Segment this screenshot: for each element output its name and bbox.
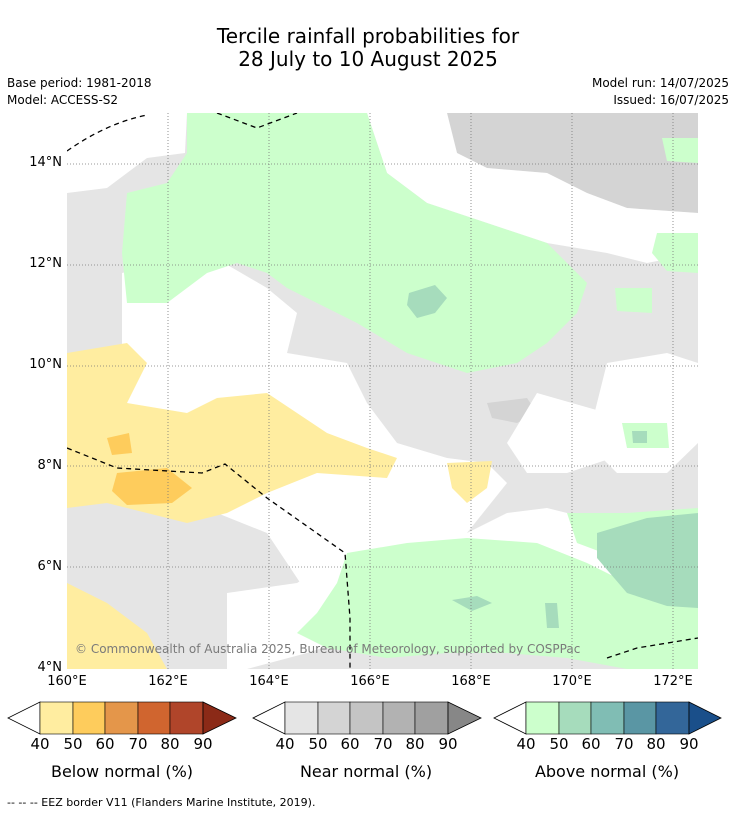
legend-below-tick-70: 70: [128, 735, 148, 753]
lon-tick-172e: 172°E: [653, 674, 693, 689]
lat-tick-6n: 6°N: [37, 559, 63, 574]
legend-near-tick-80: 80: [405, 735, 425, 753]
map-title-line1: Tercile rainfall probabilities for: [216, 24, 520, 48]
below-normal-40-sw: [67, 583, 167, 669]
white-gap-north: [367, 113, 698, 263]
map-title-line2: 28 July to 10 August 2025: [238, 47, 498, 71]
white-gap-east: [587, 353, 698, 473]
lon-tick-162e: 162°E: [148, 674, 188, 689]
legend-bars: [7, 701, 722, 735]
above-normal-50-north: [407, 285, 447, 318]
legend-above-label: Above normal (%): [534, 762, 680, 781]
legend-above-tick-40: 40: [516, 735, 536, 753]
legend-near-tick-90: 90: [438, 735, 458, 753]
lon-tick-160e: 160°E: [47, 674, 87, 689]
legend-near-label: Near normal (%): [299, 762, 433, 781]
lon-tick-164e: 164°E: [249, 674, 289, 689]
legend-above-tick-70: 70: [614, 735, 634, 753]
white-gap-top: [67, 113, 187, 193]
above-normal-40-south: [297, 538, 698, 669]
legend-below-tick-90: 90: [193, 735, 213, 753]
lat-tick-10n: 10°N: [29, 357, 62, 372]
legend-above-normal: [493, 701, 722, 735]
legend-near-tick-60: 60: [340, 735, 360, 753]
legend-below-label: Below normal (%): [50, 762, 194, 781]
lat-tick-8n: 8°N: [37, 458, 63, 473]
map-canvas: © Commonwealth of Australia 2025, Bureau…: [67, 113, 698, 669]
base-period: Base period: 1981-2018: [7, 76, 152, 90]
legend-near-tick-40: 40: [275, 735, 295, 753]
legend-near-tick-70: 70: [373, 735, 393, 753]
legend-above-tick-60: 60: [581, 735, 601, 753]
rainfall-map: © Commonwealth of Australia 2025, Bureau…: [67, 113, 698, 669]
issued-date: Issued: 16/07/2025: [613, 93, 729, 107]
lat-tick-12n: 12°N: [29, 256, 62, 271]
below-normal-50-b: [107, 433, 132, 455]
lat-tick-14n: 14°N: [29, 155, 62, 170]
below-normal-50-a: [112, 468, 192, 505]
legend-above-tick-80: 80: [646, 735, 666, 753]
above-normal-50-small: [632, 431, 647, 443]
legend-below-tick-40: 40: [30, 735, 50, 753]
near-normal-50-area: [447, 113, 698, 213]
above-normal-50-south-b: [545, 603, 559, 628]
legend-near-tick-50: 50: [308, 735, 328, 753]
legend-below-tick-60: 60: [95, 735, 115, 753]
eez-borders: [67, 113, 698, 669]
lon-tick-170e: 170°E: [552, 674, 592, 689]
above-normal-40-east-a: [662, 138, 698, 163]
lon-tick-166e: 166°E: [350, 674, 390, 689]
gridlines: [67, 113, 698, 669]
legend-above-tick-50: 50: [549, 735, 569, 753]
eez-footnote: -- -- -- EEZ border V11 (Flanders Marine…: [7, 796, 316, 809]
copyright-text: © Commonwealth of Australia 2025, Bureau…: [75, 642, 580, 656]
above-normal-40-east-c: [615, 288, 652, 313]
lon-tick-168e: 168°E: [451, 674, 491, 689]
below-normal-40-center: [447, 461, 492, 503]
above-normal-40-east-b: [652, 233, 698, 273]
above-normal-50-south-a: [452, 596, 492, 611]
model-run: Model run: 14/07/2025: [591, 76, 729, 90]
legend-below-tick-80: 80: [160, 735, 180, 753]
legend-near-normal: [252, 701, 482, 735]
lat-tick-4n: 4°N: [37, 660, 63, 675]
legend-below-normal: [7, 701, 237, 735]
legend-below-tick-50: 50: [63, 735, 83, 753]
legend-above-tick-90: 90: [679, 735, 699, 753]
model-name: Model: ACCESS-S2: [7, 93, 119, 107]
